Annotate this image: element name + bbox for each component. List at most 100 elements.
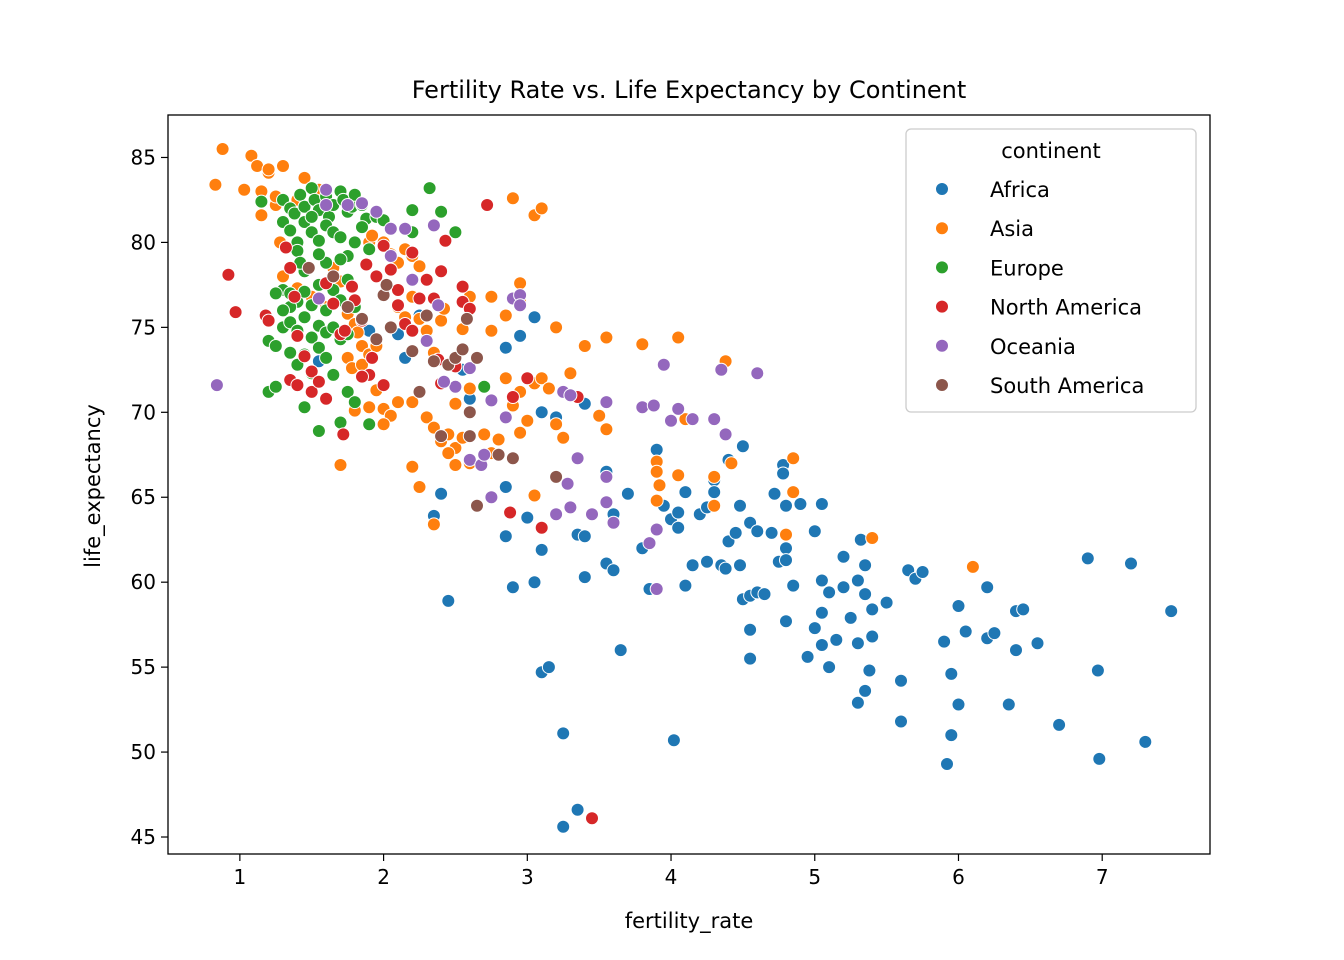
point-oceania-29 <box>563 500 578 515</box>
point-oceania-49 <box>383 249 398 263</box>
point-oceania-3 <box>355 196 369 211</box>
point-europe-67 <box>319 350 334 365</box>
point-oceania-10 <box>431 298 446 313</box>
point-asia-48 <box>362 400 377 415</box>
point-asia-12 <box>254 208 269 223</box>
point-asia-66 <box>462 381 477 396</box>
y-tick-label-65: 65 <box>131 485 156 509</box>
point-africa-81 <box>800 649 815 664</box>
point-africa-44 <box>671 505 686 520</box>
point-north-america-11 <box>290 378 305 393</box>
point-africa-8 <box>498 340 513 355</box>
point-africa-10 <box>527 310 542 325</box>
point-africa-11 <box>534 405 549 420</box>
point-oceania-0 <box>209 378 224 393</box>
point-north-america-43 <box>505 390 520 404</box>
point-oceania-40 <box>664 413 678 428</box>
point-asia-59 <box>426 517 441 532</box>
point-africa-55 <box>718 561 733 576</box>
point-asia-116 <box>448 396 463 411</box>
point-oceania-35 <box>635 400 650 415</box>
point-oceania-28 <box>549 507 564 522</box>
point-oceania-39 <box>649 582 664 596</box>
legend-label-oceania: Oceania <box>990 335 1076 359</box>
point-africa-76 <box>779 541 793 556</box>
point-africa-104 <box>879 595 894 610</box>
point-africa-130 <box>1138 734 1153 749</box>
point-africa-46 <box>678 578 693 593</box>
point-north-america-5 <box>283 260 298 275</box>
point-north-america-51 <box>311 374 326 389</box>
point-north-america-54 <box>369 269 384 284</box>
point-asia-63 <box>448 458 463 472</box>
point-africa-82 <box>807 524 822 539</box>
point-asia-84 <box>513 276 528 291</box>
point-south-america-11 <box>426 354 441 369</box>
point-asia-89 <box>549 320 564 335</box>
point-africa-113 <box>940 757 954 771</box>
point-south-america-4 <box>369 332 384 347</box>
y-tick-label-70: 70 <box>131 400 156 424</box>
point-oceania-15 <box>462 361 477 376</box>
point-north-america-24 <box>383 262 398 277</box>
point-africa-119 <box>987 626 1002 641</box>
point-asia-114 <box>333 458 348 472</box>
point-europe-72 <box>311 424 326 438</box>
point-north-america-16 <box>337 323 352 338</box>
point-africa-91 <box>836 549 851 564</box>
point-africa-70 <box>764 525 779 540</box>
point-asia-109 <box>786 451 801 466</box>
point-asia-95 <box>505 191 520 206</box>
point-oceania-47 <box>750 366 765 381</box>
point-africa-103 <box>865 629 880 644</box>
point-africa-93 <box>843 610 858 625</box>
point-asia-70 <box>498 371 513 386</box>
point-oceania-27 <box>560 476 575 491</box>
point-europe-5 <box>297 199 312 214</box>
point-south-america-1 <box>326 269 341 284</box>
point-asia-55 <box>405 459 420 474</box>
point-south-america-20 <box>462 429 477 444</box>
point-asia-113 <box>965 559 980 574</box>
point-oceania-18 <box>437 374 451 389</box>
point-europe-0 <box>254 194 269 209</box>
point-africa-27 <box>570 802 585 817</box>
point-africa-22 <box>534 542 549 557</box>
point-asia-35 <box>412 259 427 274</box>
legend-label-north-america: North America <box>990 296 1142 320</box>
point-africa-116 <box>958 624 973 639</box>
point-asia-101 <box>649 464 664 479</box>
point-oceania-37 <box>649 522 664 537</box>
legend-marker-asia <box>935 221 949 236</box>
point-oceania-38 <box>642 536 657 551</box>
point-north-america-31 <box>419 272 434 287</box>
point-africa-80 <box>793 497 808 511</box>
point-oceania-31 <box>599 469 614 484</box>
point-europe-24 <box>422 181 437 196</box>
x-tick-label-4: 4 <box>665 865 678 889</box>
y-tick-label-45: 45 <box>131 825 156 849</box>
point-oceania-1 <box>319 182 334 197</box>
point-asia-102 <box>649 493 664 508</box>
point-oceania-4 <box>369 204 384 219</box>
point-africa-129 <box>1124 556 1138 571</box>
point-oceania-9 <box>405 272 420 287</box>
point-oceania-36 <box>646 398 661 413</box>
point-north-america-14 <box>326 296 341 311</box>
legend: continent Africa Asia Europe North America O… <box>905 128 1197 413</box>
y-tick-label-60: 60 <box>131 570 156 594</box>
point-north-america-36 <box>438 233 453 248</box>
point-africa-30 <box>577 570 592 585</box>
point-europe-25 <box>448 225 463 240</box>
point-asia-2 <box>237 182 252 197</box>
y-tick-label-50: 50 <box>131 740 156 764</box>
point-oceania-26 <box>570 451 585 466</box>
point-europe-62 <box>283 345 298 360</box>
point-africa-74 <box>776 466 791 481</box>
point-africa-94 <box>850 573 865 588</box>
legend-box <box>905 128 1197 413</box>
point-asia-92 <box>635 337 650 352</box>
x-tick-label-2: 2 <box>377 865 390 889</box>
point-asia-42 <box>434 313 449 328</box>
